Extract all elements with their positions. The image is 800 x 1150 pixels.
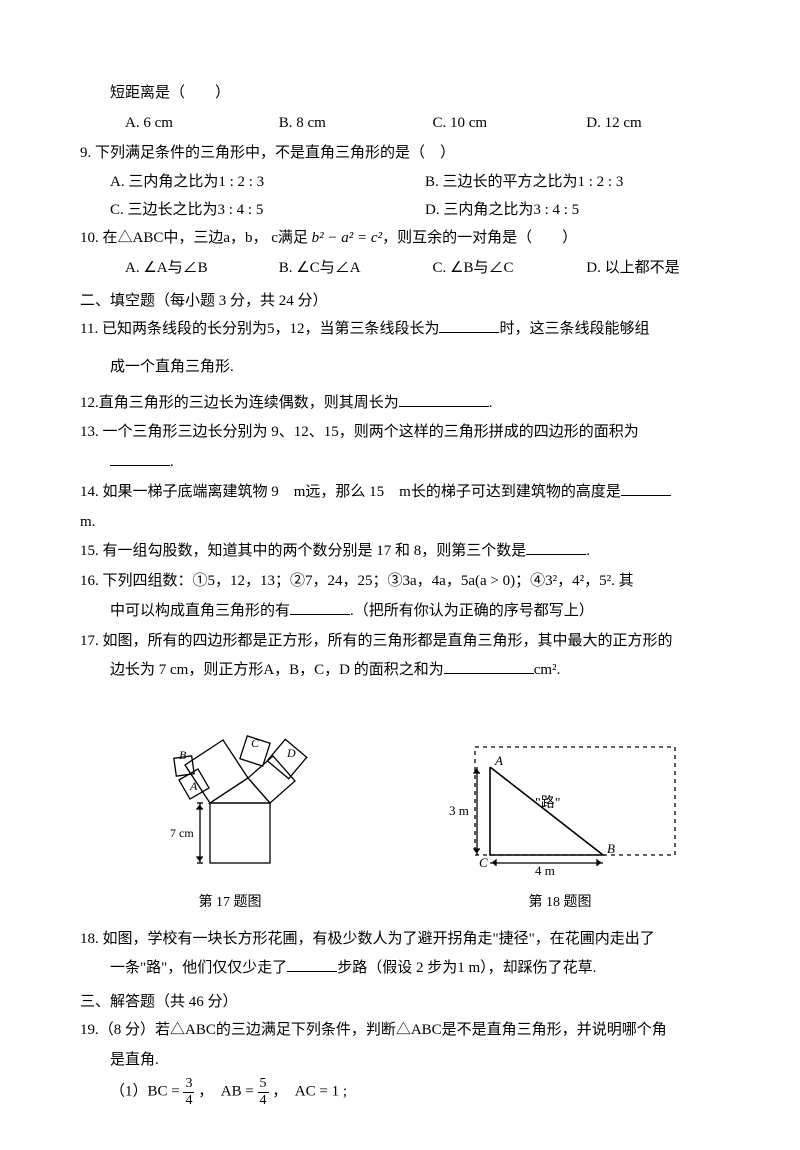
fig17-caption: 第 17 题图	[135, 890, 325, 916]
q-cont-opt-d: D. 12 cm	[586, 110, 740, 138]
fig18-label-road: "路"	[535, 795, 560, 811]
q12-pre: 12.直角三角形的三边长为连续偶数，则其周长为	[80, 395, 399, 411]
figure-17: A B C D 7 cm 第 17 题图	[135, 705, 325, 916]
q16-line2: 中可以构成直角三角形的有 .（把所有你认为正确的序号都写上）	[80, 598, 740, 626]
q-cont-options: A. 6 cm B. 8 cm C. 10 cm D. 12 cm	[125, 110, 740, 138]
q19-ab-den: 4	[258, 1093, 269, 1108]
q19-stem: 19.（8 分）若△ABC的三边满足下列条件，判断△ABC是不是直角三角形，并说…	[80, 1017, 740, 1045]
q16-line1: 16. 下列四组数：①5，12，13；②7，24，25；③3a，4a，5a(a …	[80, 568, 740, 596]
q18-line2: 一条"路"，他们仅仅少走了 步路（假设 2 步为1 m），却踩伤了花草.	[80, 955, 740, 983]
q10-math: b² − a² = c²	[312, 230, 382, 246]
q16-blank	[290, 600, 350, 615]
q19-bc-num: 3	[183, 1076, 194, 1092]
q11-line2: 成一个直角三角形.	[80, 354, 740, 382]
q-cont-opt-c: C. 10 cm	[433, 110, 587, 138]
q17-line2: 边长为 7 cm，则正方形A，B，C，D 的面积之和为 cm².	[80, 657, 740, 685]
q-cont-opt-a: A. 6 cm	[125, 110, 279, 138]
q14-line1: 14. 如果一梯子底端离建筑物 9 m远，那么 15 m长的梯子可达到建筑物的高…	[80, 479, 740, 507]
section2-title: 二、填空题（每小题 3 分，共 24 分）	[80, 288, 740, 316]
q12-post: .	[489, 395, 493, 411]
q17-line1: 17. 如图，所有的四边形都是正方形，所有的三角形都是直角三角形，其中最大的正方…	[80, 628, 740, 656]
q15-post: .	[586, 543, 590, 559]
q16-pre: 中可以构成直角三角形的有	[110, 603, 290, 619]
q9-stem: 9. 下列满足条件的三角形中，不是直角三角形的是（ ）	[80, 140, 740, 168]
q10-stem-post: ，则互余的一对角是（ ）	[382, 230, 577, 246]
q18-post: 步路（假设 2 步为1 m），却踩伤了花草.	[337, 960, 596, 976]
q14-blank	[621, 481, 671, 496]
figure-18-svg: A B C 3 m 4 m "路"	[435, 735, 685, 875]
figures-row: A B C D 7 cm 第 17 题图 A	[80, 705, 740, 916]
q-cont-stem: 短距离是（ ）	[80, 80, 740, 108]
q12: 12.直角三角形的三边长为连续偶数，则其周长为.	[80, 390, 740, 418]
q15: 15. 有一组勾股数，知道其中的两个数分别是 17 和 8，则第三个数是.	[80, 538, 740, 566]
q9-opt-b: B. 三边长的平方之比为1 : 2 : 3	[425, 169, 740, 197]
fig17-label-b: B	[179, 748, 187, 762]
q9-opt-a: A. 三内角之比为1 : 2 : 3	[110, 169, 425, 197]
fig18-label-3m: 3 m	[449, 803, 469, 818]
q10-options: A. ∠A与∠B B. ∠C与∠A C. ∠B与∠C D. 以上都不是	[125, 255, 740, 283]
q19-frac-ab: 5 4	[258, 1076, 269, 1108]
q10-opt-b: B. ∠C与∠A	[279, 255, 433, 283]
q18-blank	[287, 957, 337, 972]
q19-part1-post: ， AC = 1 ;	[272, 1084, 347, 1100]
figure-18: A B C 3 m 4 m "路" 第 18 题图	[435, 735, 685, 916]
fig18-label-c: C	[479, 855, 488, 870]
q13-post: .	[170, 454, 174, 470]
q-cont-opt-b: B. 8 cm	[279, 110, 433, 138]
q15-pre: 15. 有一组勾股数，知道其中的两个数分别是 17 和 8，则第三个数是	[80, 543, 526, 559]
q10-opt-a: A. ∠A与∠B	[125, 255, 279, 283]
q13-blank	[110, 451, 170, 466]
q19-part1: （1）BC = 3 4 ， AB = 5 4 ， AC = 1 ;	[110, 1076, 740, 1108]
q11-post: 时，这三条线段能够组	[499, 321, 649, 337]
q15-blank	[526, 540, 586, 555]
q14-pre: 14. 如果一梯子底端离建筑物 9 m远，那么 15 m长的梯子可达到建筑物的高…	[80, 484, 621, 500]
fig18-label-a: A	[494, 753, 503, 768]
q17-blank	[444, 659, 534, 674]
q19-bc-den: 4	[183, 1093, 194, 1108]
q10-stem-pre: 10. 在△ABC中，三边a，b， c满足	[80, 230, 312, 246]
q9-opt-d: D. 三内角之比为3 : 4 : 5	[425, 197, 740, 225]
q17-pre: 边长为 7 cm，则正方形A，B，C，D 的面积之和为	[110, 662, 444, 678]
q19-frac-bc: 3 4	[183, 1076, 194, 1108]
figure-17-svg: A B C D 7 cm	[135, 705, 325, 875]
q11-pre: 11. 已知两条线段的长分别为5，12，当第三条线段长为	[80, 321, 439, 337]
fig17-label-7cm: 7 cm	[170, 826, 194, 840]
fig18-caption: 第 18 题图	[435, 890, 685, 916]
section3-title: 三、解答题（共 46 分）	[80, 989, 740, 1017]
fig17-label-d: D	[286, 746, 296, 760]
fig18-label-4m: 4 m	[535, 863, 555, 875]
q12-blank	[399, 392, 489, 407]
q10-stem: 10. 在△ABC中，三边a，b， c满足 b² − a² = c²，则互余的一…	[80, 225, 740, 253]
q19-stem2: 是直角.	[80, 1047, 740, 1075]
q11-line1: 11. 已知两条线段的长分别为5，12，当第三条线段长为 时，这三条线段能够组	[80, 316, 740, 344]
q13-line2: .	[80, 449, 740, 477]
q9-opt-c: C. 三边长之比为3 : 4 : 5	[110, 197, 425, 225]
q10-opt-d: D. 以上都不是	[586, 255, 740, 283]
fig18-label-b: B	[607, 841, 615, 856]
q10-opt-c: C. ∠B与∠C	[433, 255, 587, 283]
q19-part1-pre: （1）BC =	[110, 1084, 183, 1100]
q16-post: .（把所有你认为正确的序号都写上）	[350, 603, 594, 619]
q14-line2: m.	[80, 509, 740, 537]
q13-line1: 13. 一个三角形三边长分别为 9、12、15，则两个这样的三角形拼成的四边形的…	[80, 419, 740, 447]
fig17-label-c: C	[251, 736, 260, 750]
fig17-label-a: A	[189, 779, 198, 793]
q11-blank	[439, 318, 499, 333]
q18-pre: 一条"路"，他们仅仅少走了	[110, 960, 287, 976]
q19-part1-mid: ， AB =	[198, 1084, 257, 1100]
q18-line1: 18. 如图，学校有一块长方形花圃，有极少数人为了避开拐角走"捷径"，在花圃内走…	[80, 926, 740, 954]
q9-options: A. 三内角之比为1 : 2 : 3 B. 三边长的平方之比为1 : 2 : 3…	[110, 169, 740, 225]
q17-post: cm².	[534, 662, 561, 678]
q19-ab-num: 5	[258, 1076, 269, 1092]
